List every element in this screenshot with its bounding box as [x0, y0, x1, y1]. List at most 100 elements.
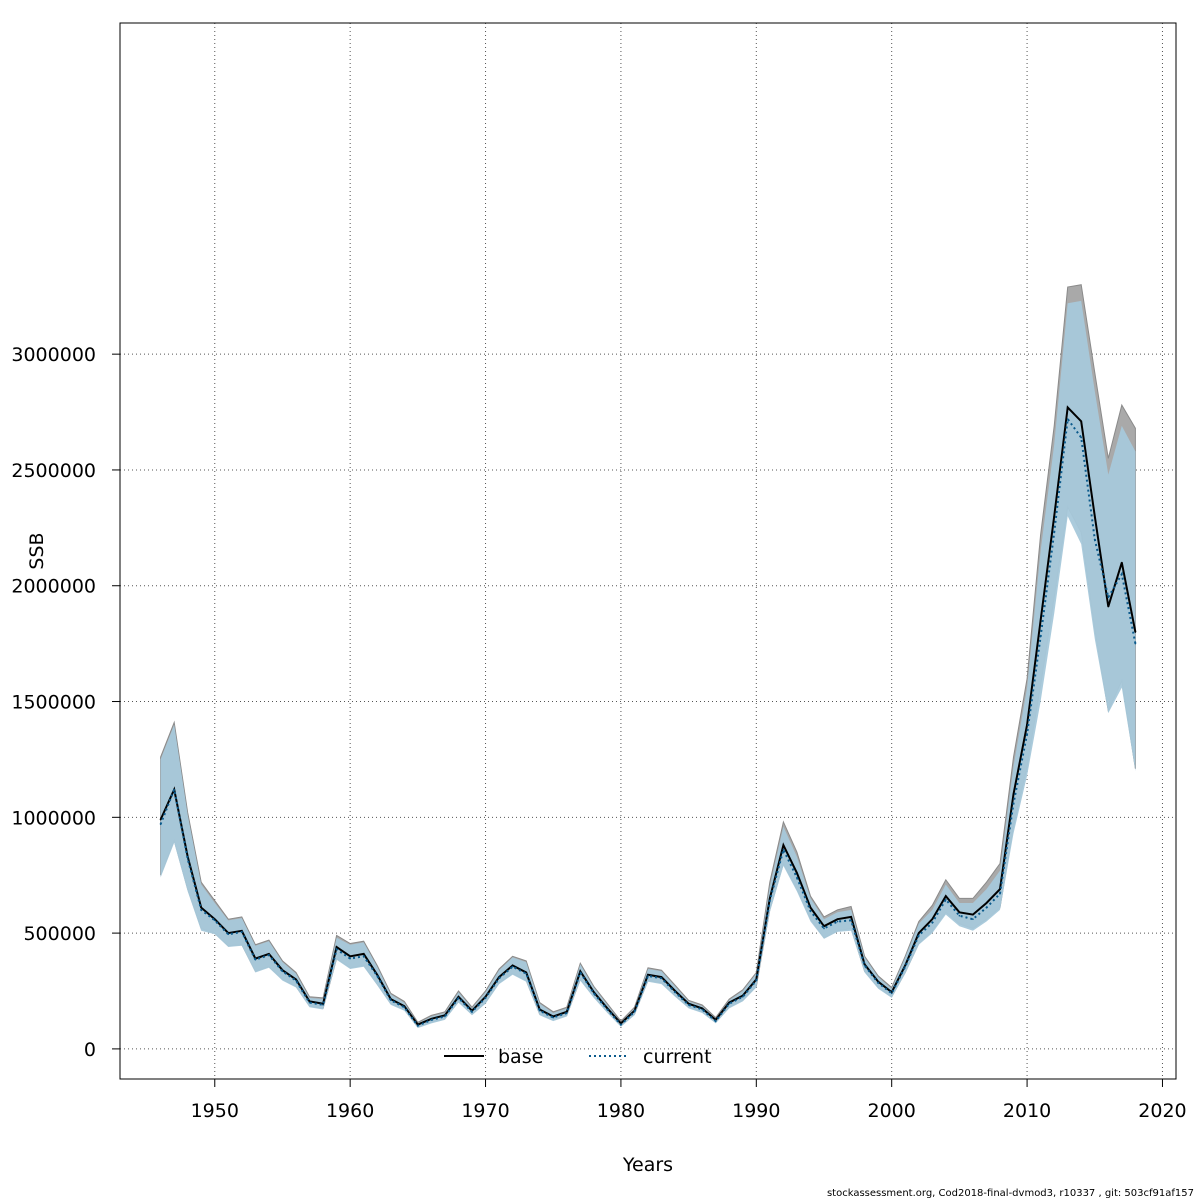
point-current: [213, 919, 216, 922]
grid: [120, 23, 1176, 1079]
point-current: [186, 858, 189, 860]
point-current: [1039, 635, 1042, 638]
point-current: [417, 1024, 419, 1027]
point-current: [687, 1004, 690, 1006]
point-base: [376, 973, 379, 976]
line-current: [159, 416, 1137, 1027]
point-current: [457, 997, 460, 999]
point-base: [525, 971, 527, 974]
point-base: [687, 1002, 690, 1005]
point-current: [1066, 418, 1069, 420]
point-base: [1039, 619, 1042, 622]
point-current: [1107, 596, 1110, 599]
point-current: [660, 977, 663, 980]
point-current: [1134, 642, 1137, 645]
y-tick-label: 3000000: [11, 344, 96, 366]
point-current: [593, 992, 595, 995]
point-current: [728, 1002, 731, 1005]
point-current: [498, 977, 500, 980]
point-current: [335, 948, 338, 951]
legend-label-current: current: [643, 1046, 712, 1068]
point-base: [782, 844, 785, 846]
point-current: [714, 1020, 717, 1022]
point-current: [647, 975, 649, 977]
point-current: [985, 906, 988, 909]
x-tick-label: 2020: [1138, 1100, 1186, 1122]
point-base: [511, 964, 514, 967]
x-tick-label: 1960: [326, 1100, 374, 1122]
point-base: [796, 872, 798, 874]
point-base: [985, 902, 988, 904]
point-current: [769, 899, 771, 902]
point-base: [159, 818, 162, 821]
point-base: [904, 964, 907, 967]
point-base: [863, 963, 866, 966]
point-current: [1053, 531, 1055, 534]
point-base: [349, 955, 351, 958]
point-current: [863, 964, 866, 967]
point-current: [349, 957, 351, 960]
point-current: [579, 971, 582, 974]
point-current: [958, 914, 961, 917]
point-current: [999, 892, 1001, 895]
point-base: [999, 888, 1001, 890]
series-lines: [159, 405, 1137, 1027]
point-current: [741, 995, 744, 998]
legend-label-base: base: [498, 1046, 543, 1068]
point-current: [254, 958, 257, 961]
point-current: [308, 1001, 311, 1004]
y-axis: 0 500000 1000000 1500000 2000000 2500000 30000…: [11, 344, 120, 1061]
point-base: [1053, 515, 1055, 518]
point-current: [850, 919, 852, 922]
point-current: [552, 1016, 555, 1019]
point-current: [511, 965, 514, 968]
line-base: [159, 405, 1137, 1026]
point-base: [403, 1005, 406, 1007]
legend: base current: [444, 1046, 712, 1068]
point-base: [362, 953, 365, 955]
point-base: [972, 913, 974, 916]
point-current: [200, 909, 203, 911]
point-base: [1066, 406, 1069, 409]
point-base: [552, 1015, 555, 1018]
point-base: [579, 970, 582, 973]
point-current: [782, 848, 785, 851]
confidence-bands: [160, 284, 1136, 1029]
point-current: [1026, 733, 1028, 735]
y-tick-label: 1500000: [11, 692, 96, 714]
point-base: [769, 897, 771, 900]
point-base: [593, 991, 595, 993]
point-current: [633, 1011, 636, 1013]
y-axis-title: SSB: [26, 532, 48, 569]
point-current: [836, 920, 839, 923]
point-current: [890, 992, 893, 995]
point-base: [1107, 605, 1110, 608]
point-current: [322, 1004, 324, 1006]
x-tick-label: 1970: [461, 1100, 509, 1122]
point-base: [836, 918, 839, 921]
point-base: [917, 932, 920, 934]
point-base: [295, 978, 297, 981]
point-base: [200, 906, 203, 909]
point-base: [1134, 631, 1137, 633]
point-current: [1093, 538, 1096, 541]
point-current: [295, 979, 297, 982]
point-base: [457, 995, 460, 998]
y-tick-label: 2500000: [11, 460, 96, 482]
point-current: [917, 934, 920, 937]
point-base: [1080, 420, 1083, 423]
point-current: [945, 898, 947, 901]
point-base: [945, 895, 947, 897]
point-current: [362, 955, 365, 958]
y-tick-label: 500000: [23, 923, 96, 945]
band-current: [160, 300, 1136, 1029]
point-base: [809, 906, 812, 909]
x-tick-label: 2010: [1003, 1100, 1051, 1122]
point-current: [809, 910, 812, 912]
point-current: [281, 970, 284, 973]
point-current: [931, 921, 934, 924]
point-current: [376, 975, 379, 977]
x-tick-label: 1990: [732, 1100, 780, 1122]
point-base: [647, 973, 649, 976]
